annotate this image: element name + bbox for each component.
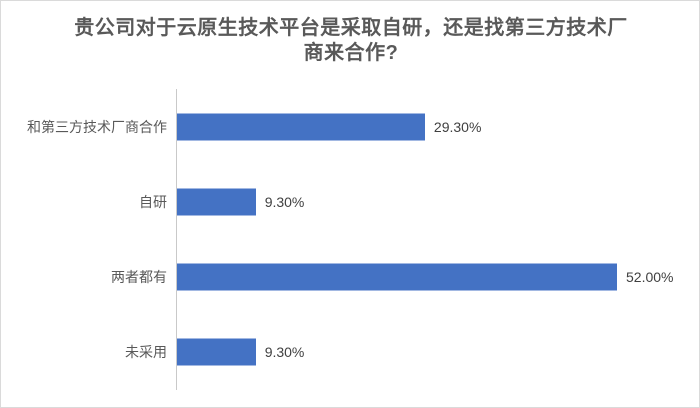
value-label: 52.00% bbox=[626, 269, 674, 286]
category-label: 和第三方技术厂商合作 bbox=[27, 118, 167, 135]
category-label: 自研 bbox=[139, 193, 167, 210]
bar-row: 和第三方技术厂商合作 29.30% bbox=[1, 89, 699, 164]
bar-row: 未采用 9.30% bbox=[1, 315, 699, 390]
value-label: 9.30% bbox=[264, 344, 305, 361]
value-label: 9.30% bbox=[264, 193, 305, 210]
bar-row: 两者都有 52.00% bbox=[1, 240, 699, 315]
chart-title-line2: 商来合作? bbox=[303, 42, 399, 64]
category-label: 两者都有 bbox=[111, 269, 167, 286]
bar bbox=[177, 338, 256, 366]
bar bbox=[177, 263, 617, 291]
chart-title: 贵公司对于云原生技术平台是采取自研，还是找第三方技术厂 商来合作? bbox=[1, 16, 699, 66]
bar bbox=[177, 188, 256, 216]
plot-area: 和第三方技术厂商合作 29.30% 自研 9.30% 两者都有 52.00% 未… bbox=[1, 89, 699, 390]
category-label: 未采用 bbox=[125, 344, 167, 361]
chart-title-line1: 贵公司对于云原生技术平台是采取自研，还是找第三方技术厂 bbox=[74, 17, 628, 39]
y-axis-line bbox=[176, 89, 177, 390]
bar bbox=[177, 113, 425, 141]
bar-row: 自研 9.30% bbox=[1, 164, 699, 239]
value-label: 29.30% bbox=[433, 118, 482, 135]
